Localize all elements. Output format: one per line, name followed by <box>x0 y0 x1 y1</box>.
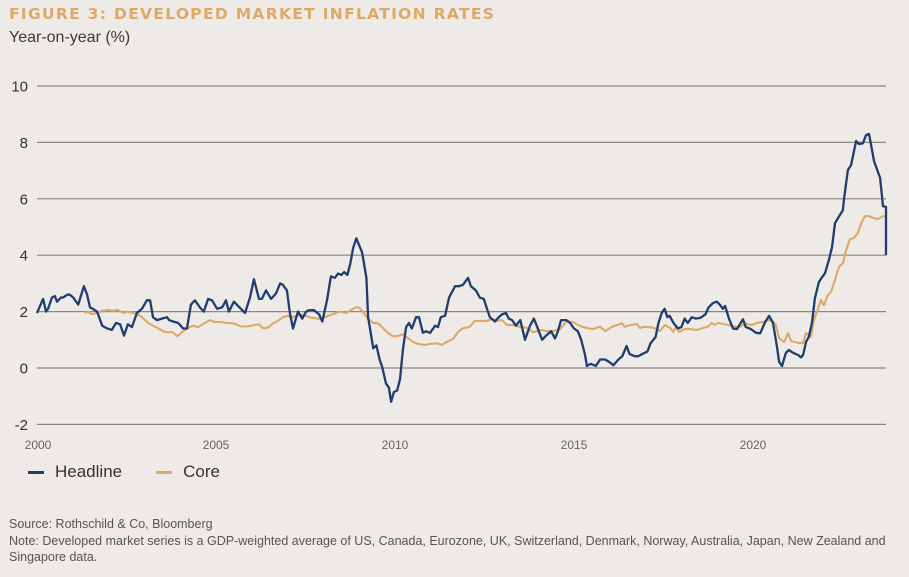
series-line-core <box>84 214 888 346</box>
y-tick-label: 4 <box>20 248 28 265</box>
x-axis-tick-labels: 2000 2005 2010 2015 2020 <box>25 438 767 452</box>
x-tick-label: 2020 <box>740 438 767 452</box>
y-tick-label: 6 <box>20 191 28 208</box>
gridlines <box>37 85 886 425</box>
y-tick-label: 0 <box>20 361 28 378</box>
legend: Headline Core <box>28 462 254 482</box>
footer: Source: Rothschild & Co, Bloomberg Note:… <box>9 516 899 566</box>
y-tick-label: 2 <box>20 304 28 321</box>
methodology-note: Note: Developed market series is a GDP-w… <box>9 533 886 565</box>
x-tick-label: 2000 <box>25 438 52 452</box>
x-tick-label: 2010 <box>382 438 409 452</box>
chart-title: FIGURE 3: DEVELOPED MARKET INFLATION RAT… <box>9 5 496 23</box>
y-tick-label: -2 <box>15 417 28 434</box>
x-tick-label: 2005 <box>203 438 230 452</box>
legend-item-core: Core <box>156 462 220 482</box>
chart-subtitle: Year-on-year (%) <box>9 29 131 46</box>
x-tick-label: 2015 <box>561 438 588 452</box>
y-axis-tick-labels: 10 8 6 4 2 0 -2 <box>11 79 28 434</box>
legend-label-headline: Headline <box>55 462 123 481</box>
legend-swatch-core <box>156 470 173 474</box>
legend-item-headline: Headline <box>28 462 122 482</box>
series-line-headline <box>35 132 888 403</box>
y-tick-label: 8 <box>20 135 28 152</box>
y-tick-label: 10 <box>11 79 28 96</box>
series-lines <box>35 132 888 403</box>
legend-swatch-headline <box>28 470 44 474</box>
source-note: Source: Rothschild & Co, Bloomberg <box>9 517 213 531</box>
legend-label-core: Core <box>183 462 220 481</box>
